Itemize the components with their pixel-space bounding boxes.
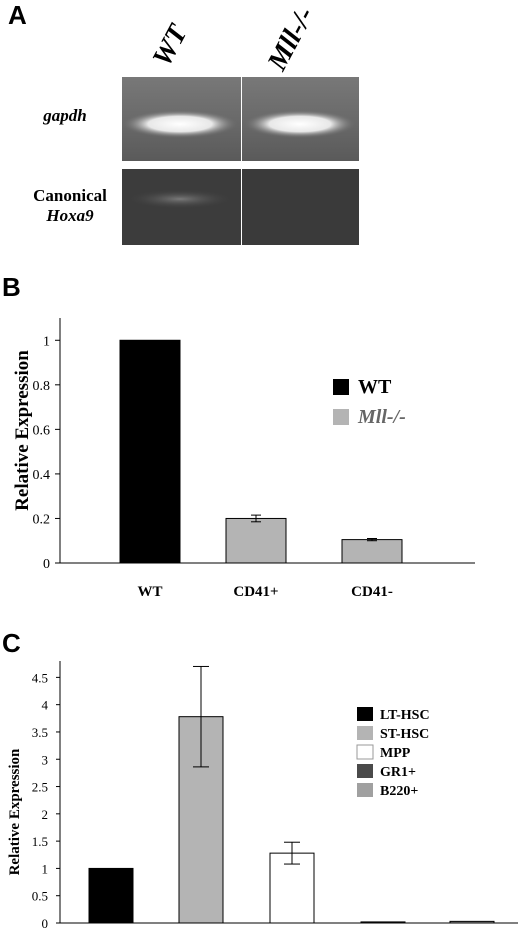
panel-c-letter: C (2, 628, 21, 658)
y-tick-label: 3.5 (32, 725, 48, 740)
legend-swatch (357, 783, 373, 797)
legend-label: GR1+ (380, 765, 416, 780)
y-tick-label: 0.4 (33, 468, 51, 483)
legend-label: LT-HSC (380, 708, 430, 723)
legend-swatch (357, 707, 373, 721)
gel-image (122, 77, 359, 245)
y-tick-label: 1.5 (32, 834, 48, 849)
y-tick-label: 1 (42, 861, 49, 876)
y-tick-label: 0.6 (33, 423, 51, 438)
gel-row-label-hoxa9: Hoxa9 (46, 206, 94, 225)
legend-label: MPP (380, 746, 411, 761)
gel-bottom-lane-mll (242, 169, 359, 245)
bar-WT (119, 339, 181, 564)
band-gapdh-mll (244, 110, 356, 138)
x-tick-label: WT (137, 584, 162, 600)
y-tick-label: 4 (42, 698, 49, 713)
bar-GR1+ (360, 921, 406, 924)
y-tick-label: 0 (42, 916, 49, 931)
y-tick-label: 0.2 (33, 512, 51, 527)
panel-a-letter: A (8, 0, 27, 30)
y-tick-label: 2 (42, 807, 49, 822)
legend-swatch (357, 764, 373, 778)
x-tick-label: CD41+ (233, 584, 278, 600)
bar-CD41+ (225, 517, 287, 564)
bar-B220+ (449, 920, 495, 924)
y-axis-title: Relative Expression (7, 748, 23, 875)
y-tick-label: 2.5 (32, 780, 48, 795)
legend-swatch (333, 409, 349, 425)
band-gapdh-wt (122, 110, 238, 138)
legend-swatch (333, 379, 349, 395)
gel-row-label-gapdh: gapdh (43, 106, 87, 125)
legend-label: WT (358, 376, 392, 398)
legend-swatch (357, 726, 373, 740)
bar-LT-HSC (88, 867, 134, 924)
x-tick-label: CD41- (351, 584, 393, 600)
y-tick-label: 3 (42, 752, 49, 767)
chart-c: 0 0.5 1 1.5 2 2.5 3 3.5 4 4.5 Relative Expression L… (7, 661, 518, 931)
bar-CD41- (341, 539, 403, 564)
y-axis-title: Relative Expression (12, 350, 33, 511)
y-tick-label: 0 (43, 557, 50, 572)
y-tick-label: 4.5 (32, 670, 48, 685)
gel-row-label-canonical-line1: Canonical (33, 186, 107, 205)
y-tick-label: 0.8 (33, 379, 51, 394)
legend-label: Mll-/- (357, 406, 406, 428)
legend-swatch (356, 744, 374, 760)
chart-b: 0 0.2 0.4 0.6 0.8 1 Relative Expression WT CD41+… (12, 318, 475, 600)
legend-label: B220+ (380, 784, 418, 799)
gel-row-label-canonical: Canonical Hoxa9 (20, 186, 120, 226)
panel-b-letter: B (2, 272, 21, 302)
y-tick-label: 1 (43, 334, 50, 349)
legend-label: ST-HSC (380, 727, 429, 742)
y-tick-label: 0.5 (32, 889, 48, 904)
band-hoxa9-wt (125, 189, 235, 209)
